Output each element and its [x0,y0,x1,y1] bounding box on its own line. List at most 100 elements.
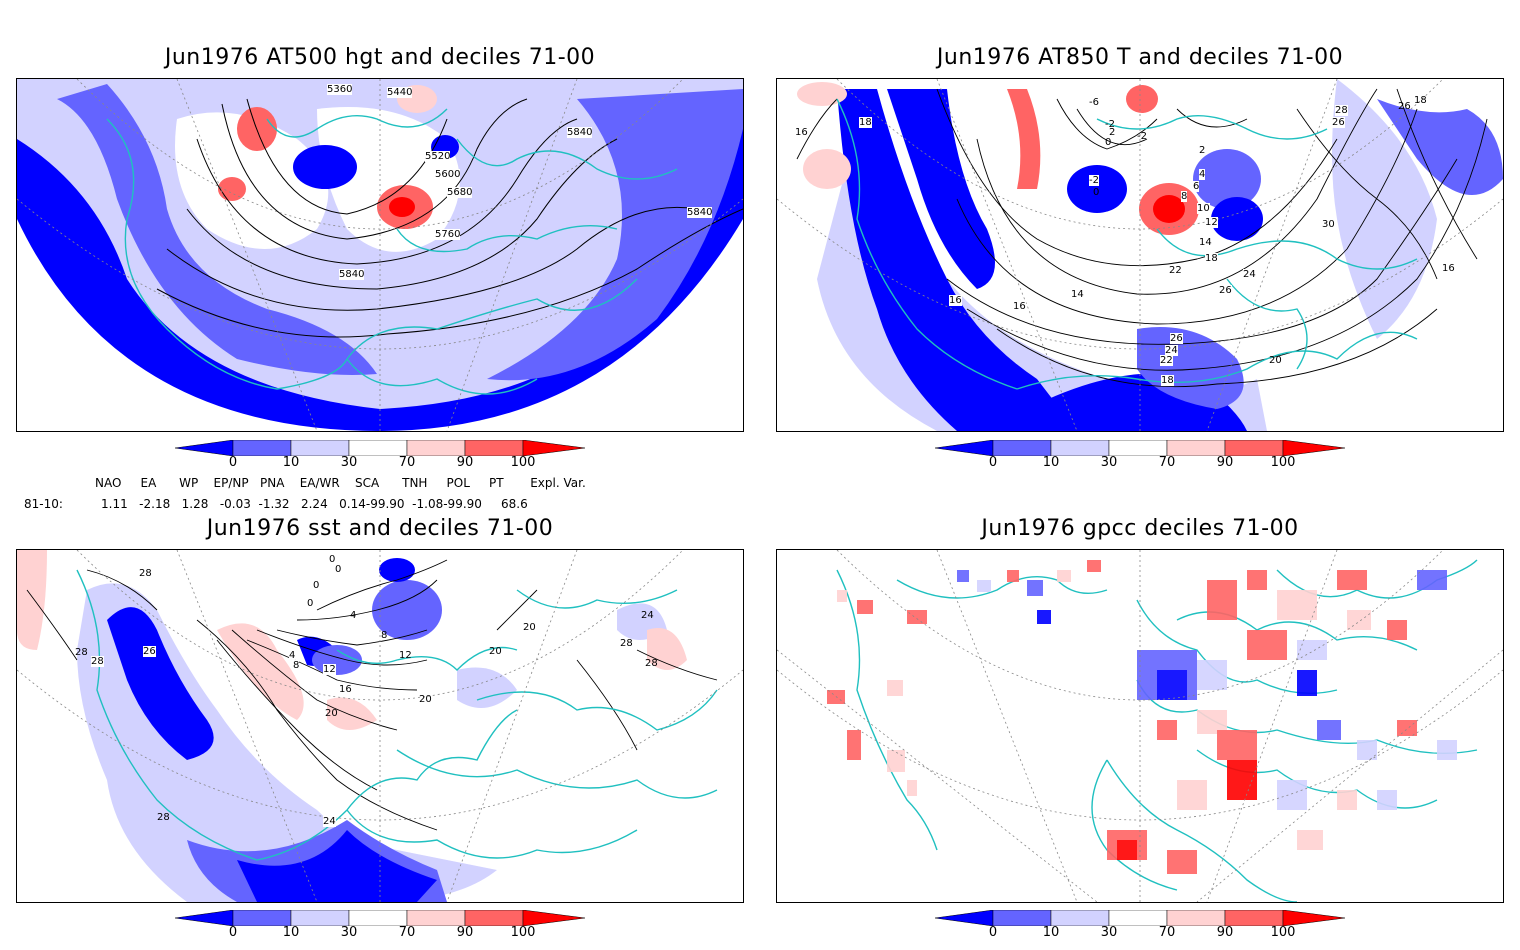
contour-label: 26 [1170,333,1183,344]
indices-row-label: 81-10: [24,497,63,511]
colorbar-tick-label: 90 [456,455,474,470]
contour-label: 5440 [387,87,413,98]
contour-label: 0 [1105,137,1112,148]
contour-label: 20 [1269,355,1282,366]
contour-label: -6 [1089,97,1099,108]
contour-label: 20 [325,708,338,719]
colorbar-tick-label: 30 [1100,455,1118,470]
contour-label: 20 [419,694,432,705]
contour-label: 28 [1335,105,1348,116]
colorbar-tick-label: 90 [1216,455,1234,470]
contour-label: 24 [1243,269,1256,280]
colorbar-swatches [174,439,586,457]
colorbar-tick-label: 10 [1042,925,1060,940]
contour-label: 16 [795,127,808,138]
contour-label: 0 [307,598,314,609]
contour-label: 16 [949,295,962,306]
contour-label: 20 [489,646,502,657]
contour-label: 12 [323,664,336,675]
contour-label: -2 [1105,119,1115,130]
contour-label: 6 [1193,181,1200,192]
contour-label: 0 [329,554,336,565]
contour-label: 28 [91,656,104,667]
contour-label: 5520 [425,151,451,162]
contour-label: 12 [1205,217,1218,228]
contour-label: 30 [1322,219,1335,230]
colorbar-tick-label: 70 [398,925,416,940]
colorbar-tick-label: 90 [1216,925,1234,940]
colorbar-tick-label: 100 [510,455,536,470]
contour-label: 0 [313,580,320,591]
colorbar-gpcc: 0 10 30 70 90 100 [934,909,1355,950]
contour-label: 28 [75,647,88,658]
contour-label: 5840 [687,207,713,218]
contour-label: 4 [350,610,357,621]
colorbar-swatches [934,439,1346,457]
contour-label: 28 [139,568,152,579]
colorbar-tick-label: 70 [1158,455,1176,470]
contour-label: -2 [1137,131,1147,142]
contour-label: 18 [1414,95,1427,106]
contour-label: 10 [1197,203,1210,214]
contour-label: 5840 [567,127,593,138]
contour-label: 16 [1013,301,1026,312]
colorbar-tick-label: 0 [988,455,998,470]
contour-label: 12 [399,650,412,661]
contour-label: 22 [1169,265,1182,276]
contour-label: 16 [339,684,352,695]
panel-title-t850: Jun1976 AT850 T and deciles 71-00 [936,45,1344,70]
colorbar-tick-label: 30 [340,925,358,940]
contour-label: 28 [645,658,658,669]
colorbar-tick-label: 0 [988,925,998,940]
contour-label: 4 [1199,169,1206,180]
contour-label: 0 [335,564,342,575]
contour-label: 24 [323,816,336,827]
contour-label: 16 [1442,263,1455,274]
colorbar-tick-label: 90 [456,925,474,940]
colorbar-tick-label: 30 [340,455,358,470]
colorbar-sst: 0 10 30 70 90 100 [174,909,595,950]
colorbar-tick-label: 0 [228,455,238,470]
panel-title-gpcc: Jun1976 gpcc deciles 71-00 [981,516,1299,541]
contour-label: 26 [1219,285,1232,296]
colorbar-t850: 0 10 30 70 90 100 [934,439,1355,480]
contour-label: 18 [1161,375,1174,386]
contour-label: 8 [293,660,300,671]
contour-label: 0 [1093,187,1100,198]
contour-label: 8 [1181,191,1188,202]
panel-title-hgt500: Jun1976 AT500 hgt and deciles 71-00 [164,45,596,70]
colorbar-tick-label: 30 [1100,925,1118,940]
map-panel-hgt500: 5360 5440 5520 5600 5680 5760 5840 5840 … [16,78,744,432]
contour-label: -2 [1089,175,1099,186]
colorbar-tick-label: 100 [1270,455,1296,470]
contour-label: 26 [1332,117,1345,128]
contour-label: 14 [1071,289,1084,300]
contour-label: 5600 [435,169,461,180]
contour-label: 5680 [447,187,473,198]
colorbar-tick-label: 70 [1158,925,1176,940]
contour-label: 28 [620,638,633,649]
contour-label: 5360 [327,84,353,95]
contour-label: 5760 [435,229,461,240]
colorbar-tick-label: 10 [282,455,300,470]
contour-label: 20 [523,622,536,633]
contour-label: 8 [381,630,388,641]
contour-label: 2 [1199,145,1206,156]
indices-row-values: 1.11 -2.18 1.28 -0.03 -1.32 2.24 0.14-99… [101,497,528,511]
contour-label: 28 [157,812,170,823]
map-panel-gpcc [776,549,1504,903]
contour-label: 2 [1109,127,1116,138]
colorbar-swatches [174,909,586,927]
contour-label: 5840 [339,269,365,280]
indices-header: NAO EA WP EP/NP PNA EA/WR SCA TNH POL PT… [95,476,586,490]
colorbar-tick-label: 100 [1270,925,1296,940]
contour-label: 4 [289,650,296,661]
colorbar-tick-label: 70 [398,455,416,470]
colorbar-tick-label: 10 [282,925,300,940]
contour-label: 26 [1398,101,1411,112]
contour-label: 26 [143,646,156,657]
colorbar-tick-label: 0 [228,925,238,940]
map-panel-t850: 16 18 -6 -2 2 0 -2 2 4 6 8 10 12 14 18 2… [776,78,1504,432]
colorbar-tick-label: 10 [1042,455,1060,470]
colorbar-hgt500: 0 10 30 70 90 100 [174,439,595,480]
